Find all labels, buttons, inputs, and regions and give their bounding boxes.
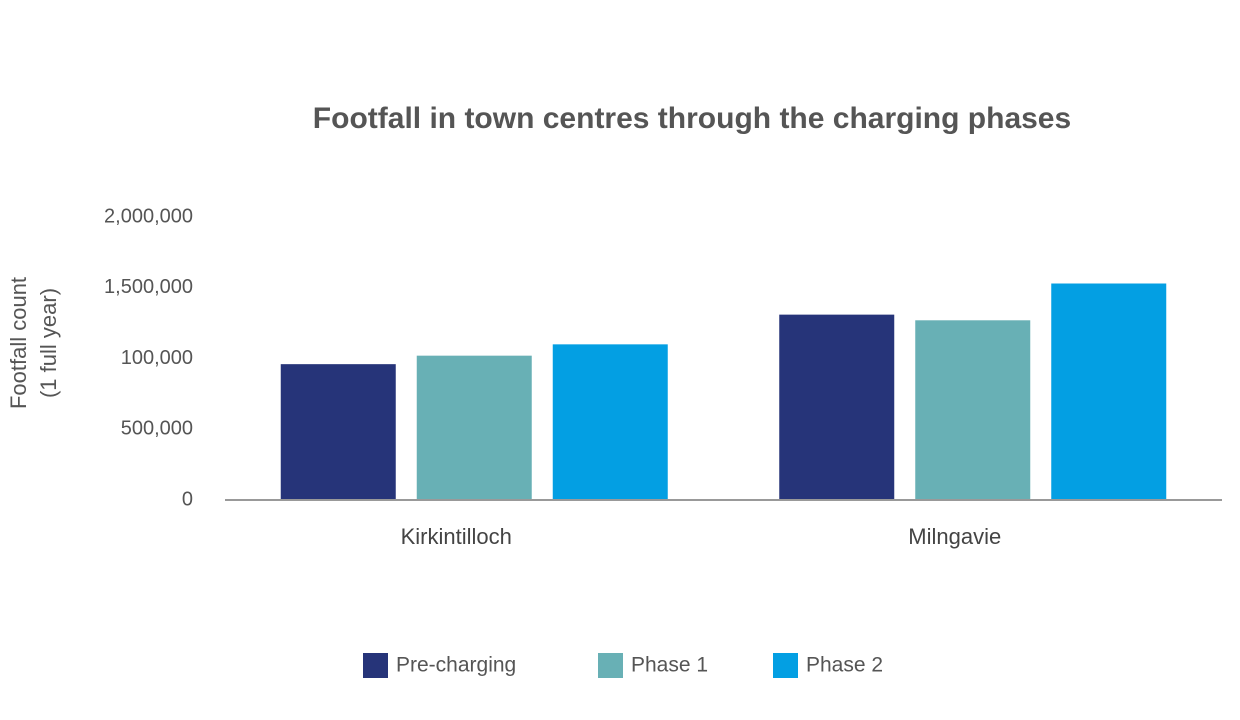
legend-label: Pre-charging <box>396 654 516 677</box>
y-tick-label: 500,000 <box>121 418 193 440</box>
y-axis-label-line: Footfall count <box>6 277 31 409</box>
x-tick-label: Milngavie <box>908 524 1001 549</box>
legend-swatch <box>363 653 388 678</box>
x-tick-label: Kirkintilloch <box>401 524 512 549</box>
legend-swatch <box>773 653 798 678</box>
chart-title: Footfall in town centres through the cha… <box>313 102 1071 135</box>
legend-label: Phase 2 <box>806 654 883 677</box>
legend-swatch <box>598 653 623 678</box>
y-tick-label: 1,500,000 <box>104 276 193 298</box>
y-tick-label: 100,000 <box>121 347 193 369</box>
y-axis-label-line: (1 full year) <box>36 288 61 398</box>
y-axis-label: Footfall count (1 full year) <box>6 277 61 409</box>
bar <box>280 364 396 500</box>
legend-label: Phase 1 <box>631 654 708 677</box>
y-tick-label: 2,000,000 <box>104 205 193 227</box>
y-tick-label: 0 <box>182 488 193 510</box>
bar <box>552 344 668 500</box>
bar <box>915 320 1031 500</box>
bar <box>779 314 895 500</box>
bar <box>416 355 532 500</box>
bar <box>1051 283 1167 500</box>
